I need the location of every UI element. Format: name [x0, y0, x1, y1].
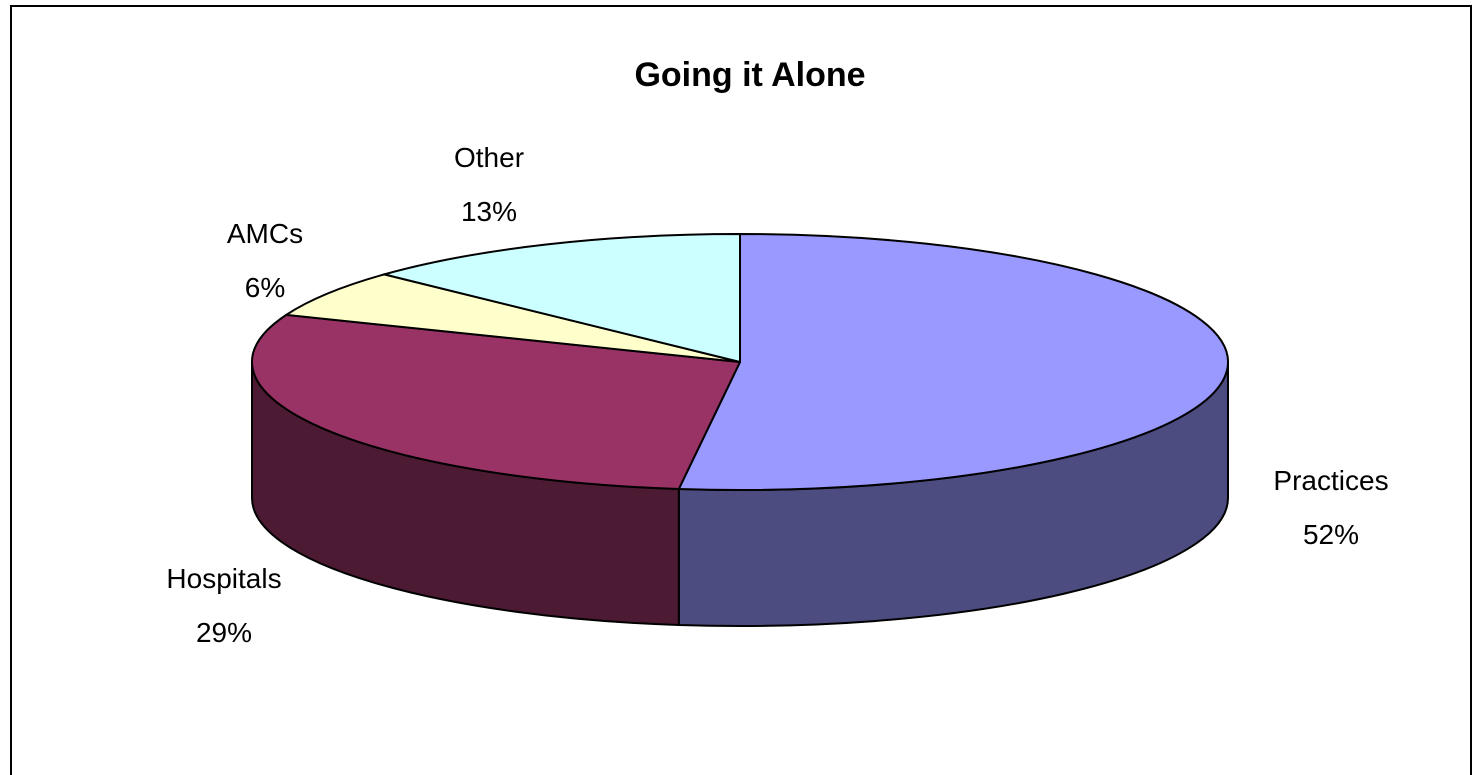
slice-labels: Practices 52% Hospitals 29% AMCs 6% Other 13%	[166, 142, 1388, 648]
slice-label-value: 6%	[245, 272, 285, 303]
slice-label-amcs: AMCs 6%	[227, 218, 303, 303]
slice-label-name: Hospitals	[166, 563, 281, 594]
slice-label-name: Other	[454, 142, 524, 173]
slice-label-hospitals: Hospitals 29%	[166, 563, 281, 648]
slice-label-practices: Practices 52%	[1273, 465, 1388, 550]
slice-label-value: 29%	[196, 617, 252, 648]
slice-other	[383, 233, 741, 363]
slice-label-value: 52%	[1303, 519, 1359, 550]
slice-hospitals	[251, 313, 741, 490]
slice-amcs	[285, 273, 741, 363]
slice-label-value: 13%	[461, 196, 517, 227]
slice-practices	[677, 233, 1230, 491]
slice-label-name: Practices	[1273, 465, 1388, 496]
slice-label-name: AMCs	[227, 218, 303, 249]
slice-label-other: Other 13%	[454, 142, 524, 227]
chart-title: Going it Alone	[634, 56, 865, 94]
pie-slices	[251, 233, 1230, 491]
